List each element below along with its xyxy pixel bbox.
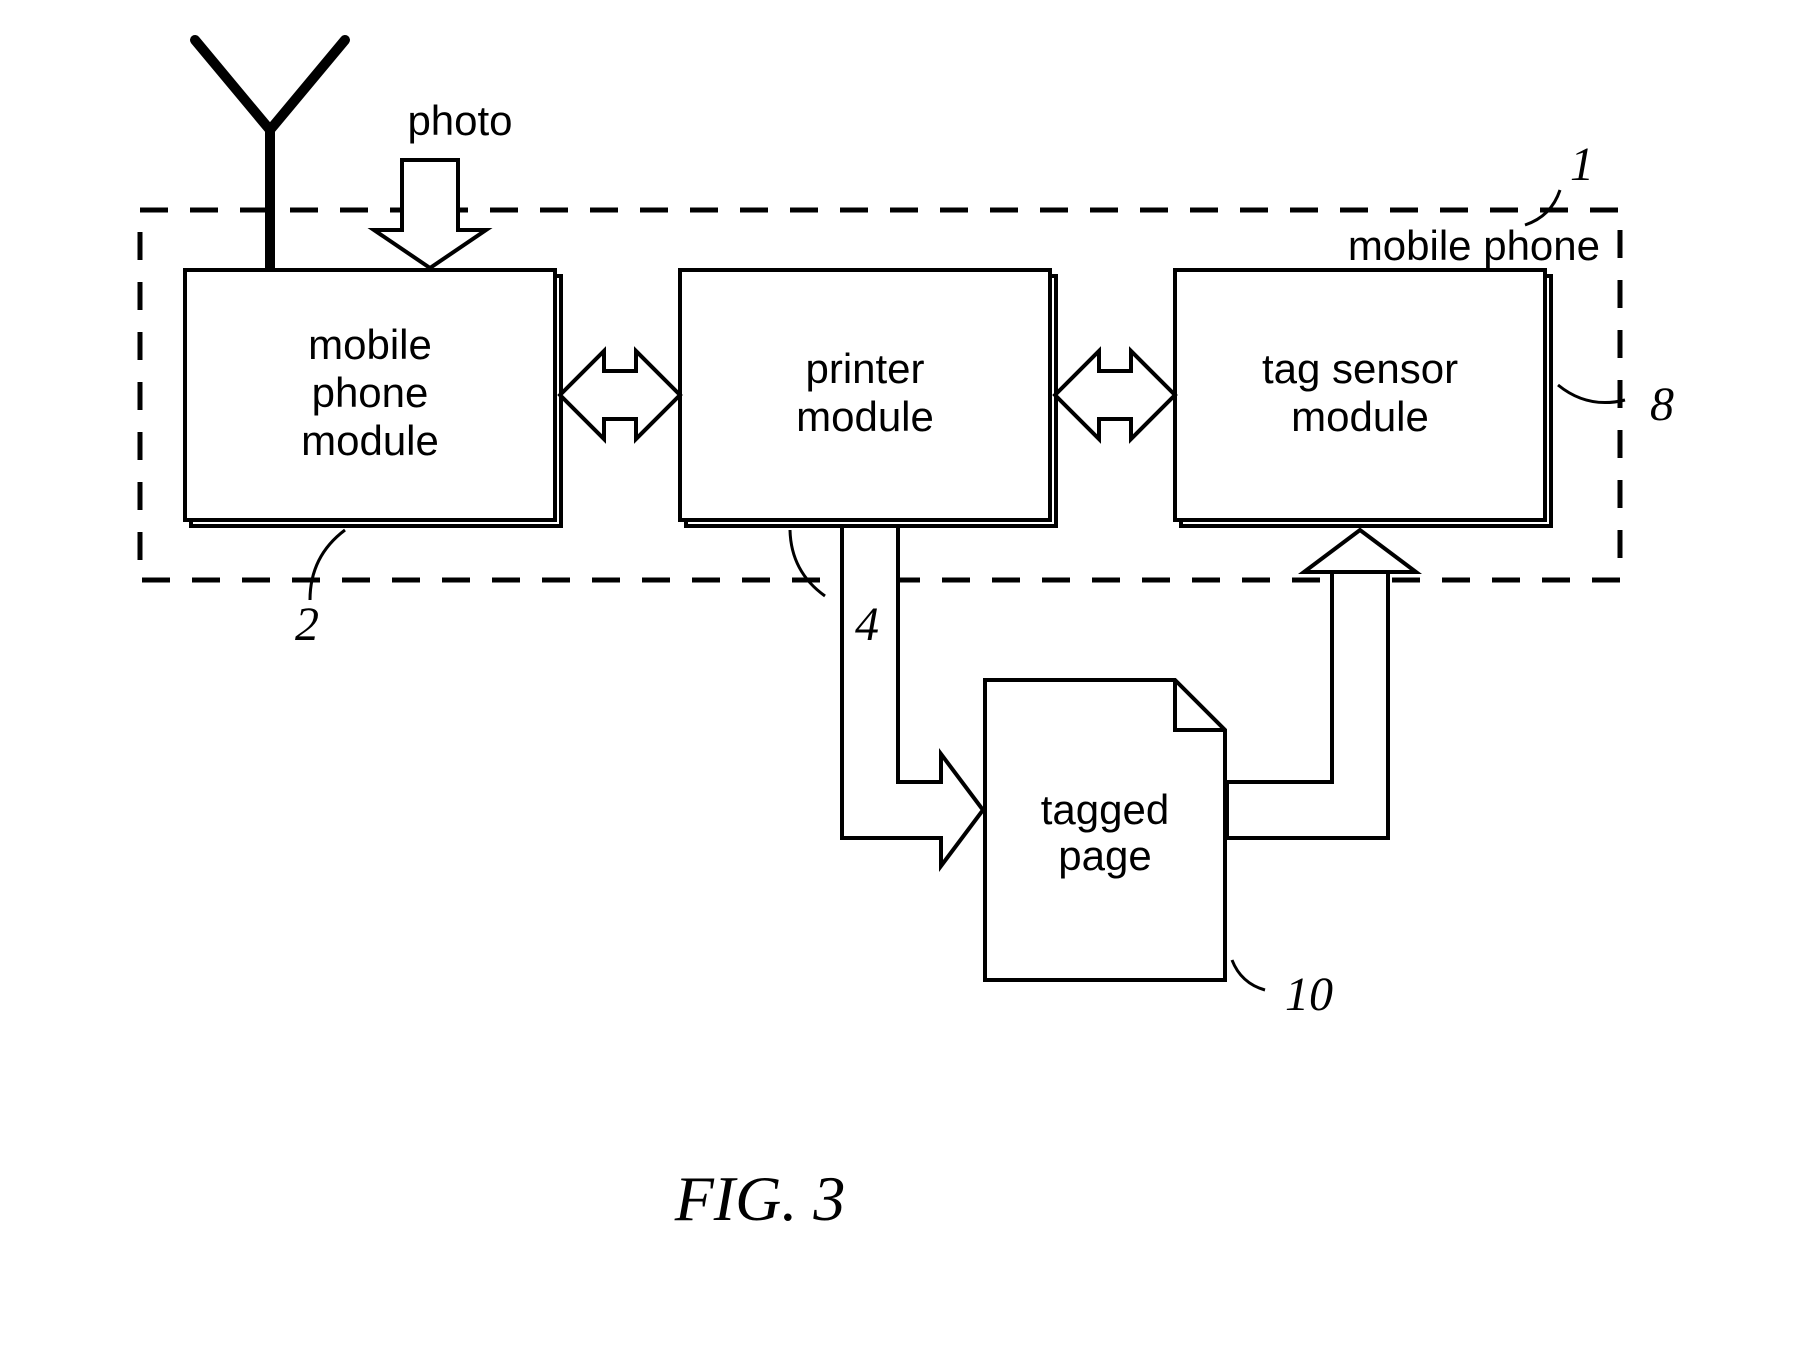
mobile-phone-module-label: mobile [308, 321, 432, 368]
antenna-icon [195, 40, 345, 270]
mobile-phone-module-label: phone [312, 369, 429, 416]
photo-arrow [374, 160, 486, 268]
ref-10: 10 [1285, 968, 1333, 1021]
printer-module-label: module [796, 393, 934, 440]
figure-caption: FIG. 3 [674, 1163, 846, 1234]
ref-4-leader [790, 530, 825, 596]
arrow-printer-to-page [842, 526, 983, 866]
photo-label: photo [407, 97, 512, 144]
tag-sensor-module-label: module [1291, 393, 1429, 440]
tag-sensor-module-label: tag sensor [1262, 345, 1458, 392]
bidir-arrow-2 [1055, 351, 1175, 439]
ref-2-leader [310, 530, 345, 600]
bidir-arrow-1 [560, 351, 680, 439]
mobile-phone-module-label: module [301, 417, 439, 464]
tagged-page-label: page [1058, 832, 1151, 879]
ref-8-leader [1558, 385, 1625, 403]
ref-1: 1 [1570, 138, 1594, 191]
ref-4: 4 [855, 598, 879, 651]
ref-10-leader [1232, 960, 1265, 990]
tagged-page-label: tagged [1041, 786, 1169, 833]
mobile-phone-container-label: mobile phone [1348, 222, 1600, 269]
ref-8: 8 [1650, 378, 1674, 431]
arrow-page-to-sensor [1227, 530, 1416, 838]
printer-module-label: printer [805, 345, 924, 392]
ref-2: 2 [295, 598, 319, 651]
